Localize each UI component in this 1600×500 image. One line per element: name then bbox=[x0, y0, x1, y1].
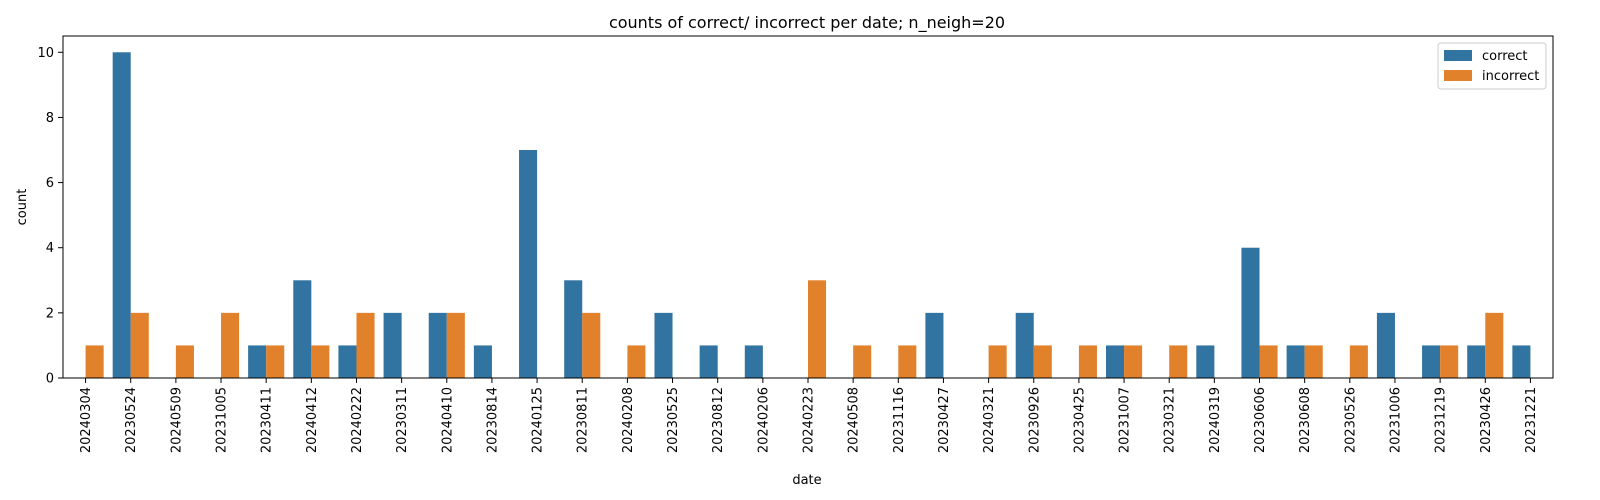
x-tick-label: 20230926 bbox=[1027, 387, 1042, 453]
x-tick-label: 20240206 bbox=[756, 387, 771, 453]
bar-incorrect-20240223 bbox=[808, 280, 827, 378]
x-tick-label: 20230606 bbox=[1253, 387, 1268, 453]
x-tick-label: 20240508 bbox=[847, 387, 862, 453]
x-tick-label: 20240321 bbox=[982, 387, 997, 453]
bar-incorrect-20240508 bbox=[853, 345, 872, 378]
bar-incorrect-20240208 bbox=[627, 345, 646, 378]
x-tick-label: 20230811 bbox=[576, 387, 591, 453]
bar-correct-20231006 bbox=[1376, 312, 1395, 378]
x-axis-label: date bbox=[792, 473, 821, 488]
x-tick-label: 20230427 bbox=[937, 387, 952, 453]
bar-incorrect-20230524 bbox=[130, 312, 149, 378]
x-tick-label: 20231221 bbox=[1524, 387, 1539, 453]
bar-correct-20240222 bbox=[338, 345, 357, 378]
bar-incorrect-20231007 bbox=[1124, 345, 1143, 378]
chart-title: counts of correct/ incorrect per date; n… bbox=[609, 13, 1005, 33]
bar-correct-20230812 bbox=[699, 345, 718, 378]
bar-correct-20230524 bbox=[112, 52, 131, 378]
legend-label-correct: correct bbox=[1482, 49, 1528, 64]
x-tick-label: 20240208 bbox=[621, 387, 636, 453]
x-tick-label: 20231005 bbox=[215, 387, 230, 453]
bar-incorrect-20230411 bbox=[266, 345, 285, 378]
x-tick-label: 20230411 bbox=[260, 387, 275, 453]
bar-correct-20230606 bbox=[1241, 247, 1260, 378]
y-tick-label: 4 bbox=[46, 241, 54, 256]
x-tick-label: 20230321 bbox=[1163, 387, 1178, 453]
bar-incorrect-20240509 bbox=[175, 345, 194, 378]
x-tick-label: 20240222 bbox=[350, 387, 365, 453]
bar-incorrect-20240304 bbox=[85, 345, 104, 378]
x-tick-label: 20240319 bbox=[1208, 387, 1223, 453]
legend-label-incorrect: incorrect bbox=[1482, 69, 1539, 84]
x-tick-label: 20240223 bbox=[802, 387, 817, 453]
y-tick-label: 2 bbox=[46, 306, 54, 321]
x-tick-label: 20231219 bbox=[1434, 387, 1449, 453]
bar-incorrect-20230321 bbox=[1169, 345, 1188, 378]
bar-incorrect-20231219 bbox=[1440, 345, 1459, 378]
x-tick-label: 20230814 bbox=[485, 387, 500, 453]
bar-correct-20240412 bbox=[293, 280, 312, 378]
bar-correct-20240206 bbox=[744, 345, 763, 378]
x-tick-label: 20230426 bbox=[1479, 387, 1494, 453]
bar-correct-20230814 bbox=[473, 345, 492, 378]
bar-incorrect-20230811 bbox=[582, 312, 601, 378]
x-tick-label: 20230311 bbox=[395, 387, 410, 453]
x-tick-label: 20231116 bbox=[892, 387, 907, 453]
bar-incorrect-20231116 bbox=[898, 345, 917, 378]
bar-correct-20240319 bbox=[1196, 345, 1215, 378]
legend-swatch-incorrect bbox=[1444, 70, 1472, 81]
bar-incorrect-20230425 bbox=[1078, 345, 1097, 378]
bar-correct-20230426 bbox=[1467, 345, 1486, 378]
bar-correct-20230311 bbox=[383, 312, 402, 378]
bar-correct-20230427 bbox=[925, 312, 944, 378]
x-tick-label: 20240410 bbox=[440, 387, 455, 453]
y-tick-label: 10 bbox=[37, 46, 54, 61]
bar-correct-20231219 bbox=[1422, 345, 1441, 378]
bar-correct-20230411 bbox=[248, 345, 267, 378]
y-tick-label: 0 bbox=[46, 372, 54, 387]
x-tick-label: 20231007 bbox=[1118, 387, 1133, 453]
y-tick-label: 6 bbox=[46, 176, 54, 191]
x-tick-label: 20240509 bbox=[169, 387, 184, 453]
x-tick-label: 20240412 bbox=[305, 387, 320, 453]
bar-incorrect-20230526 bbox=[1349, 345, 1368, 378]
bar-incorrect-20240222 bbox=[356, 312, 375, 378]
bar-incorrect-20240321 bbox=[988, 345, 1007, 378]
bar-correct-20230608 bbox=[1286, 345, 1305, 378]
bar-incorrect-20240412 bbox=[311, 345, 330, 378]
bar-correct-20230811 bbox=[564, 280, 583, 378]
x-tick-label: 20230425 bbox=[1072, 387, 1087, 453]
bar-incorrect-20231005 bbox=[221, 312, 240, 378]
legend: correct incorrect bbox=[1437, 42, 1547, 90]
bar-incorrect-20230606 bbox=[1259, 345, 1278, 378]
x-tick-label: 20230812 bbox=[711, 387, 726, 453]
x-tick-label: 20240125 bbox=[531, 387, 546, 453]
bar-correct-20230926 bbox=[1015, 312, 1034, 378]
x-tick-label: 20230608 bbox=[1298, 387, 1313, 453]
bar-incorrect-20230926 bbox=[1033, 345, 1052, 378]
x-tick-label: 20230526 bbox=[1343, 387, 1358, 453]
bar-correct-20231007 bbox=[1106, 345, 1125, 378]
legend-swatch-correct bbox=[1444, 50, 1472, 61]
bar-incorrect-20230426 bbox=[1485, 312, 1504, 378]
x-tick-label: 20231006 bbox=[1388, 387, 1403, 453]
plot-area: 0 2 4 6 8 10 20240304 20230524 20240509 20231005 2… bbox=[37, 35, 1554, 453]
x-tick-label: 20230524 bbox=[124, 387, 139, 453]
bar-correct-20240125 bbox=[519, 150, 538, 378]
x-tick-label: 20240304 bbox=[79, 387, 94, 453]
y-axis-label: count bbox=[15, 189, 30, 226]
bar-correct-20231221 bbox=[1512, 345, 1531, 378]
bar-incorrect-20240410 bbox=[446, 312, 465, 378]
bar-correct-20230525 bbox=[654, 312, 673, 378]
bar-correct-20240410 bbox=[428, 312, 447, 378]
x-tick-label: 20230525 bbox=[666, 387, 681, 453]
bar-incorrect-20230608 bbox=[1304, 345, 1323, 378]
y-tick-label: 8 bbox=[46, 111, 54, 126]
